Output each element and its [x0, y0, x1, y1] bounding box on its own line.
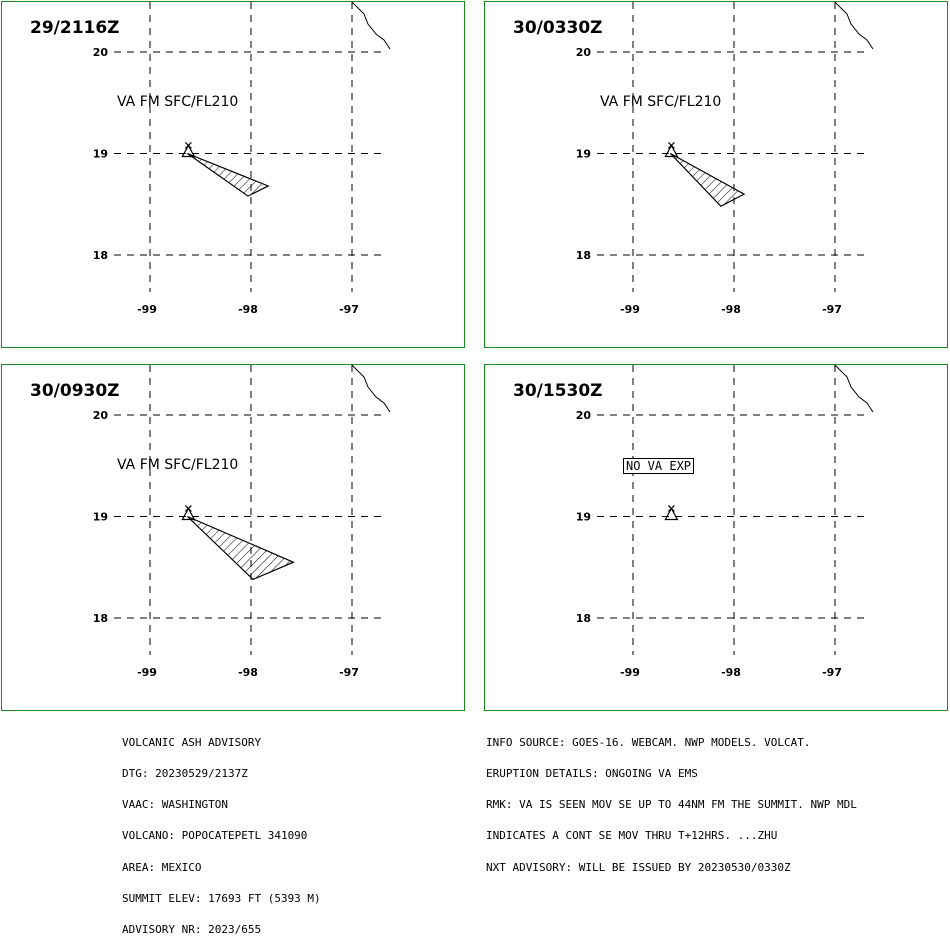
- volcano-icon: [181, 144, 196, 158]
- lat-label: 20: [576, 409, 592, 422]
- advisory-line: ERUPTION DETAILS: ONGOING VA EMS: [486, 767, 698, 781]
- advisory-line: NXT ADVISORY: WILL BE ISSUED BY 20230530…: [486, 860, 791, 874]
- lat-label: 18: [93, 249, 108, 262]
- lon-label: -97: [339, 303, 359, 316]
- forecast-time: 30/0330Z: [513, 18, 603, 38]
- ash-plume-polygon: [187, 152, 270, 197]
- advisory-line: INDICATES A CONT SE MOV THRU T+12HRS. ..…: [486, 829, 778, 843]
- coastline: [351, 2, 391, 50]
- ash-level-label: VA FM SFC/FL210: [600, 94, 722, 110]
- volcano-marker-icon: [667, 505, 675, 512]
- volcano-marker-icon: [184, 505, 192, 512]
- map-canvas: 20 19 18 -99 -98 -97: [93, 365, 391, 679]
- lat-label: 20: [93, 409, 109, 422]
- lon-label: -98: [721, 666, 741, 679]
- advisory-line: ADVISORY NR: 2023/655: [122, 923, 262, 937]
- ash-plume-polygon: [669, 152, 746, 208]
- lon-label: -97: [822, 666, 842, 679]
- coastline: [834, 2, 874, 50]
- lon-label: -99: [137, 303, 157, 316]
- lat-label: 20: [576, 46, 592, 59]
- volcano-icon: [664, 144, 679, 158]
- lat-label: 19: [93, 148, 108, 161]
- lon-label: -99: [137, 666, 157, 679]
- coastline: [351, 365, 391, 413]
- lat-label: 19: [93, 511, 108, 524]
- ash-level-label: VA FM SFC/FL210: [117, 94, 239, 110]
- advisory-line: SUMMIT ELEV: 17693 FT (5393 M): [122, 891, 321, 905]
- advisory-line: VOLCANIC ASH ADVISORY: [122, 735, 262, 749]
- advisory-line: RMK: VA IS SEEN MOV SE UP TO 44NM FM THE…: [486, 798, 857, 812]
- advisory-line: VOLCANO: POPOCATEPETL 341090: [122, 829, 308, 843]
- advisory-header-block: VOLCANIC ASH ADVISORY DTG: 20230529/2137…: [122, 717, 321, 946]
- map-panel-1: 20 19 18 -99 -98 -97 29/2116Z VA FM SFC/FL210: [1, 1, 465, 348]
- advisory-line: DTG: 20230529/2137Z: [122, 767, 248, 781]
- coastline: [834, 365, 874, 413]
- map-canvas: 20 19 18 -99 -98 -97: [93, 2, 391, 316]
- map-panel-2: 20 19 18 -99 -98 -97 30/0330Z VA FM SFC/FL210: [484, 1, 948, 348]
- lon-label: -99: [620, 303, 640, 316]
- map-canvas: 20 19 18 -99 -98 -97: [576, 2, 874, 316]
- lat-label: 19: [576, 148, 591, 161]
- lon-label: -98: [238, 666, 258, 679]
- lon-label: -99: [620, 666, 640, 679]
- map-canvas: 20 19 18 -99 -98 -97: [576, 365, 874, 679]
- map-panel-4: 20 19 18 -99 -98 -97 30/1530Z NO VA EXP: [484, 364, 948, 711]
- volcano-marker-icon: [667, 142, 675, 149]
- lon-label: -97: [339, 666, 359, 679]
- no-va-label: NO VA EXP: [623, 458, 695, 474]
- lat-label: 20: [93, 46, 109, 59]
- lat-label: 18: [576, 249, 591, 262]
- forecast-time: 30/1530Z: [513, 381, 603, 401]
- advisory-details-block: INFO SOURCE: GOES-16. WEBCAM. NWP MODELS…: [486, 717, 857, 883]
- advisory-line: AREA: MEXICO: [122, 860, 202, 874]
- lat-label: 18: [576, 612, 591, 625]
- advisory-line: INFO SOURCE: GOES-16. WEBCAM. NWP MODELS…: [486, 735, 811, 749]
- lon-label: -98: [238, 303, 258, 316]
- map-panel-3: 20 19 18 -99 -98 -97 30/0930Z VA FM SFC/FL210: [1, 364, 465, 711]
- lat-label: 19: [576, 511, 591, 524]
- lon-label: -98: [721, 303, 741, 316]
- advisory-line: VAAC: WASHINGTON: [122, 798, 228, 812]
- ash-level-label: VA FM SFC/FL210: [117, 457, 239, 473]
- forecast-time: 29/2116Z: [30, 18, 120, 38]
- forecast-time: 30/0930Z: [30, 381, 120, 401]
- ash-plume-polygon: [186, 515, 295, 581]
- volcano-icon: [664, 507, 679, 521]
- lon-label: -97: [822, 303, 842, 316]
- lat-label: 18: [93, 612, 108, 625]
- volcano-marker-icon: [184, 142, 192, 149]
- volcano-icon: [181, 507, 196, 521]
